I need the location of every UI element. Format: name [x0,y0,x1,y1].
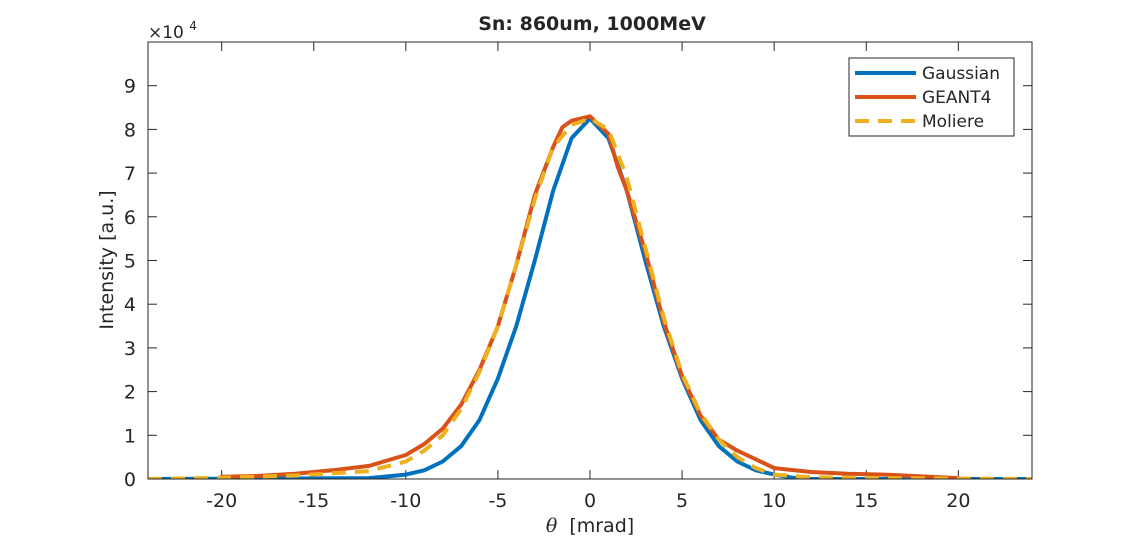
x-tick-label: -15 [298,490,329,512]
y-tick-label: 7 [124,163,136,185]
y-tick-label: 4 [124,294,136,316]
y-tick-labels: 0 1 2 3 4 5 6 7 8 9 [124,76,136,491]
legend-label-geant4: GEANT4 [922,88,991,108]
y-tick-label: 0 [124,469,136,491]
y-tick-label: 3 [124,338,136,360]
y-tick-label: 2 [124,382,136,404]
legend: Gaussian GEANT4 Moliere [848,57,1015,137]
legend-item-gaussian: Gaussian [855,64,1000,84]
x-tick-label: -20 [206,490,237,512]
y-axis-label: Intensity [a.u.] [96,190,118,329]
x-tick-label: 15 [854,490,878,512]
y-exponent-base: ×10 [148,23,184,43]
y-tick-label: 5 [124,251,136,273]
y-tick-label: 8 [124,119,136,141]
y-tick-label: 6 [124,207,136,229]
x-tick-label: 0 [584,490,596,512]
legend-item-moliere: Moliere [855,112,984,132]
y-exponent-label: ×10 4 [148,19,197,43]
y-tick-label: 9 [124,76,136,98]
x-axis-label: θ [mrad] [546,515,634,537]
series-line-gaussian [148,116,1032,479]
legend-label-gaussian: Gaussian [922,64,1000,84]
x-tick-label: -10 [390,490,421,512]
plot-frame [147,41,1033,480]
legend-label-moliere: Moliere [922,112,984,132]
x-tick-labels: -20 -15 -10 -5 0 5 10 15 20 [206,490,970,512]
x-axis-label-unit: [mrad] [569,515,634,537]
x-tick-label: 20 [946,490,970,512]
y-exponent-power: 4 [189,19,197,33]
series-group [148,114,1032,479]
x-tick-label: 10 [762,490,786,512]
x-tick-label: -5 [488,490,507,512]
legend-item-geant4: GEANT4 [855,88,991,108]
x-axis-label-symbol: θ [546,515,558,537]
x-tick-label: 5 [676,490,688,512]
series-line-moliere [148,116,1032,479]
chart-title: Sn: 860um, 1000MeV [478,13,706,35]
series-line-geant4 [219,114,961,479]
y-tick-label: 1 [124,425,136,447]
